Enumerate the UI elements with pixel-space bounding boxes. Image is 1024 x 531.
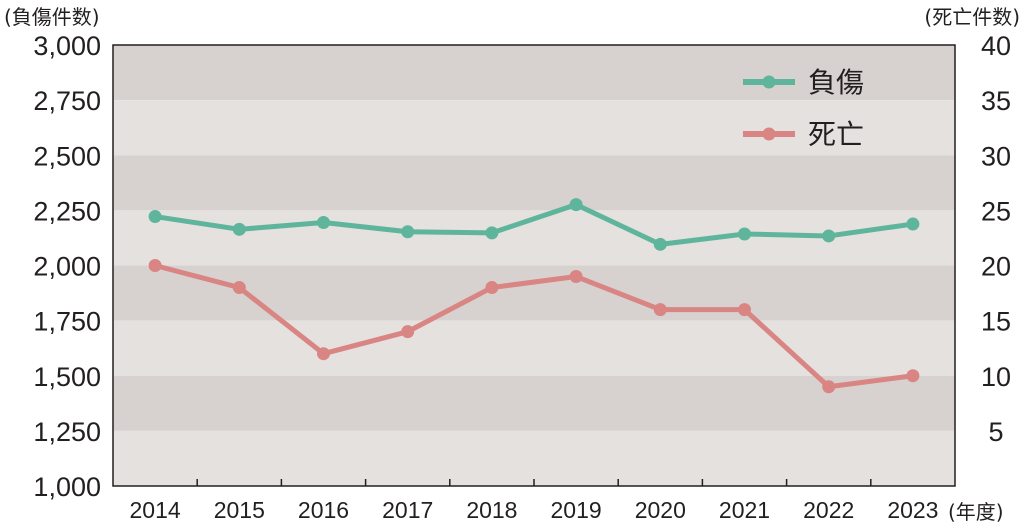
x-tick-label: 2022: [803, 497, 854, 523]
data-point-death: [738, 303, 751, 317]
left-y-tick-label: 1,750: [33, 307, 101, 337]
right-y-tick-label: 5: [988, 417, 1003, 447]
grid-band: [113, 45, 955, 101]
right-y-tick-label: 10: [981, 362, 1011, 392]
left-y-tick-label: 1,250: [33, 417, 101, 447]
data-point-death: [906, 369, 920, 383]
series-lines: [148, 198, 920, 394]
data-point-injury: [485, 226, 499, 240]
x-tick-label: 2023: [887, 497, 938, 523]
grid-band: [113, 375, 955, 431]
data-point-death: [485, 281, 499, 295]
grid-band: [113, 100, 955, 156]
data-point-death: [653, 303, 667, 317]
legend-marker-injury: [762, 75, 776, 89]
data-point-death: [822, 380, 836, 394]
data-point-death: [232, 281, 246, 295]
data-point-injury: [738, 227, 751, 241]
legend-label-death: 死亡: [808, 118, 864, 151]
data-point-injury: [148, 210, 162, 224]
left-y-tick-label: 2,250: [33, 196, 101, 226]
series-line-death: [152, 263, 916, 390]
grid-band: [113, 155, 955, 211]
data-point-injury: [401, 225, 415, 239]
right-y-axis: 5 10 15 20 25 30 35 40: [981, 31, 1011, 447]
x-tick-label: 2016: [298, 497, 349, 523]
data-point-injury: [232, 222, 246, 236]
right-y-tick-label: 35: [981, 86, 1011, 116]
x-tick-label: 2015: [214, 497, 265, 523]
x-axis: 2014 2015 2016 2017 2018 2019 2020 2021 2022 2023: [130, 497, 939, 523]
data-point-death: [569, 270, 583, 284]
x-axis-ticks: [196, 479, 872, 486]
legend-label-injury: 負傷: [808, 66, 864, 99]
x-tick-label: 2020: [635, 497, 686, 523]
left-y-axis: 1,000 1,250 1,500 1,750 2,000 2,250 2,500 2,750…: [33, 31, 101, 502]
data-point-injury: [317, 216, 330, 230]
grid-band: [113, 320, 955, 376]
left-y-tick-label: 2,000: [33, 252, 101, 282]
legend: 負傷 死亡: [743, 66, 864, 151]
right-axis-label: (死亡件数): [924, 5, 1020, 29]
right-y-tick-label: 20: [981, 252, 1011, 282]
x-tick-label: 2017: [382, 497, 433, 523]
series-line-injury: [152, 202, 916, 247]
left-y-tick-label: 1,000: [33, 472, 101, 502]
x-tick-label: 2018: [466, 497, 517, 523]
right-y-tick-label: 40: [981, 31, 1011, 61]
left-y-tick-label: 3,000: [33, 31, 101, 61]
left-axis-label: (負傷件数): [4, 5, 100, 29]
data-point-injury: [569, 198, 583, 212]
plot-background: [113, 45, 955, 486]
legend-marker-death: [762, 127, 776, 141]
data-point-injury: [653, 237, 667, 251]
grid-band: [113, 430, 955, 486]
x-axis-label: (年度): [948, 500, 1004, 524]
x-tick-label: 2019: [551, 497, 602, 523]
x-tick-label: 2014: [130, 497, 181, 523]
left-y-tick-label: 2,750: [33, 86, 101, 116]
left-y-tick-label: 2,500: [33, 141, 101, 171]
data-point-injury: [906, 217, 920, 231]
data-point-death: [317, 347, 330, 361]
grid-band: [113, 265, 955, 321]
x-tick-label: 2021: [719, 497, 770, 523]
data-point-death: [401, 325, 415, 339]
left-y-tick-label: 1,500: [33, 362, 101, 392]
right-y-tick-label: 30: [981, 141, 1011, 171]
right-y-tick-label: 15: [981, 307, 1011, 337]
right-y-tick-label: 25: [981, 196, 1011, 226]
data-point-death: [148, 259, 162, 272]
data-point-injury: [822, 229, 836, 243]
